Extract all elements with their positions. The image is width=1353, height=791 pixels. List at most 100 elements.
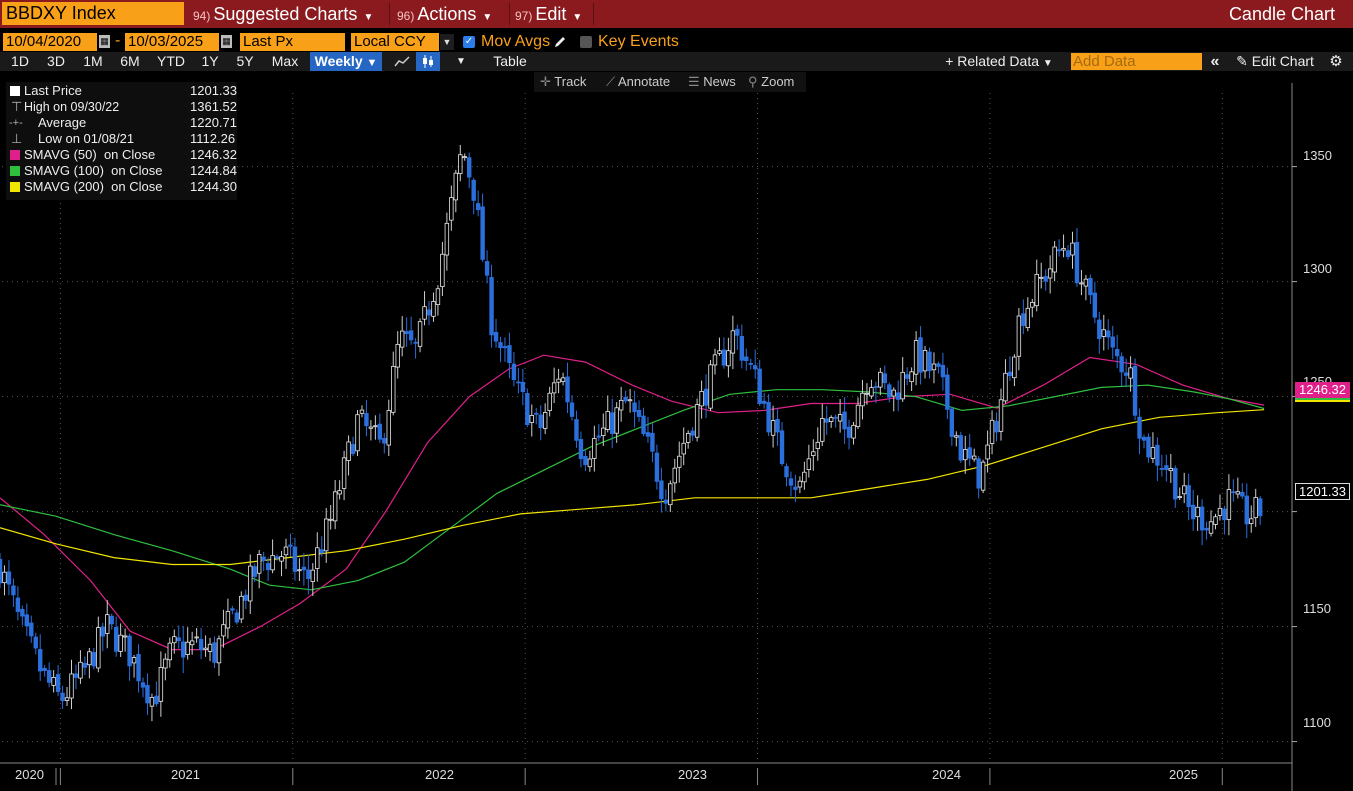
edit-menu[interactable]: 97) Edit ▼ — [515, 0, 582, 28]
collapse-left-icon[interactable]: « — [1210, 53, 1220, 70]
candle-body — [1128, 367, 1133, 379]
zoom-tool[interactable]: ⚲ Zoom — [748, 73, 794, 91]
legend-row-sma50[interactable]: SMAVG (50) on Close — [6, 147, 155, 163]
candle-body — [122, 635, 128, 638]
candle-body — [1034, 273, 1039, 307]
candle-body — [578, 439, 584, 460]
candle-body — [677, 455, 682, 468]
suggested-charts-menu[interactable]: 94) Suggested Charts ▼ — [193, 0, 373, 28]
legend-row-last-price[interactable]: Last Price — [6, 83, 82, 99]
candle-body — [234, 612, 240, 623]
candle-body — [82, 662, 88, 668]
candle-type-button[interactable] — [416, 52, 440, 71]
candle-body — [1168, 468, 1174, 472]
crosshair-icon: ✛ — [540, 74, 551, 89]
edit-chart-label: Edit Chart — [1251, 53, 1314, 69]
candle-body — [270, 555, 275, 571]
frequency-select[interactable]: Weekly ▼ — [310, 52, 382, 71]
magnifier-icon: ⚲ — [748, 74, 758, 89]
candle-body — [212, 642, 217, 663]
legend-value: 1112.26 — [190, 131, 236, 146]
candle-body — [404, 331, 409, 335]
start-date-field[interactable]: 10/04/2020 — [3, 33, 97, 51]
menu-divider — [509, 3, 510, 25]
candle-body — [989, 419, 995, 444]
candle-body — [927, 351, 932, 372]
legend-label: SMAVG (200) on Close — [24, 179, 163, 194]
candle-body — [297, 569, 302, 572]
calendar-icon[interactable]: ▦ — [221, 35, 232, 48]
legend-row-low[interactable]: ⊥ Low on 01/08/21 — [6, 131, 134, 147]
legend-row-sma100[interactable]: SMAVG (100) on Close — [6, 163, 162, 179]
period-1y[interactable]: 1Y — [201, 53, 219, 69]
period-3d[interactable]: 3D — [47, 53, 65, 69]
candle-body — [11, 585, 16, 596]
legend-row-sma200[interactable]: SMAVG (200) on Close — [6, 179, 162, 195]
end-date-field[interactable]: 10/03/2025 — [125, 33, 219, 51]
candle-body — [243, 594, 248, 601]
candle-body — [252, 566, 257, 577]
candle-body — [1204, 527, 1209, 531]
add-data-input[interactable]: Add Data — [1071, 53, 1202, 70]
candle-body — [113, 626, 119, 652]
candle-body — [185, 641, 190, 655]
chevron-down-icon[interactable]: ▼ — [440, 34, 454, 50]
candle-body — [1190, 504, 1196, 520]
key-events-label[interactable]: Key Events — [598, 33, 679, 50]
ticker-field[interactable]: BBDXY Index — [2, 2, 184, 25]
candle-body — [610, 412, 615, 434]
x-axis-label: 2025 — [1169, 767, 1198, 782]
candle-body — [551, 382, 557, 394]
sma200-tag-strip — [1295, 400, 1350, 402]
candle-body — [730, 330, 736, 354]
track-tool[interactable]: ✛ Track — [540, 73, 586, 91]
candle-body — [1137, 416, 1142, 439]
key-events-checkbox[interactable] — [580, 36, 592, 48]
candle-body — [1123, 372, 1129, 376]
legend-label: Low on 01/08/21 — [38, 131, 135, 146]
candle-body — [1235, 491, 1241, 495]
candle-body — [1141, 436, 1147, 441]
edit-chart-button[interactable]: ✎ Edit Chart — [1228, 52, 1322, 71]
period-ytd[interactable]: YTD — [157, 53, 185, 69]
candle-body — [154, 695, 159, 705]
price-field-select[interactable]: Last Px — [240, 33, 345, 51]
actions-menu[interactable]: 96) Actions ▼ — [397, 0, 492, 28]
mov-avgs-label[interactable]: Mov Avgs — [481, 33, 551, 50]
related-data-button[interactable]: + Related Data ▼ — [935, 52, 1063, 71]
candle-body — [189, 640, 195, 646]
average-marker-icon: -+- — [9, 117, 23, 129]
candle-body — [140, 682, 146, 688]
candle-body — [431, 301, 436, 317]
pencil-icon[interactable] — [553, 35, 567, 49]
table-button[interactable]: Table — [493, 53, 527, 69]
legend-row-average[interactable]: -+- Average — [6, 115, 86, 131]
period-max[interactable]: Max — [271, 53, 299, 69]
candle-body — [413, 341, 418, 344]
candle-body — [828, 417, 834, 422]
mov-avgs-checkbox[interactable]: ✓ — [463, 36, 475, 48]
period-1m[interactable]: 1M — [83, 53, 103, 69]
candle-body — [976, 458, 981, 489]
legend-value: 1361.52 — [190, 99, 237, 114]
legend-row-high[interactable]: ⊤ High on 09/30/22 — [6, 99, 119, 115]
chart-axes — [0, 83, 1297, 791]
period-6m[interactable]: 6M — [120, 53, 140, 69]
currency-select[interactable]: Local CCY — [351, 33, 439, 51]
gear-icon[interactable]: ⚙ — [1329, 53, 1343, 70]
period-5y[interactable]: 5Y — [236, 53, 254, 69]
candle-body — [632, 402, 637, 413]
candle-body — [127, 635, 132, 667]
line-chart-icon[interactable] — [393, 54, 411, 69]
period-1d[interactable]: 1D — [11, 53, 29, 69]
chevron-down-icon[interactable]: ▼ — [456, 56, 466, 67]
candle-body — [315, 547, 320, 569]
annotate-tool[interactable]: ⟋ Annotate — [606, 73, 670, 91]
candle-body — [753, 365, 758, 370]
news-tool[interactable]: ☰ News — [688, 73, 736, 91]
calendar-icon[interactable]: ▦ — [99, 35, 110, 48]
candle-body — [1007, 371, 1013, 377]
related-data-label: Related Data — [957, 53, 1039, 69]
candle-body — [869, 387, 874, 397]
